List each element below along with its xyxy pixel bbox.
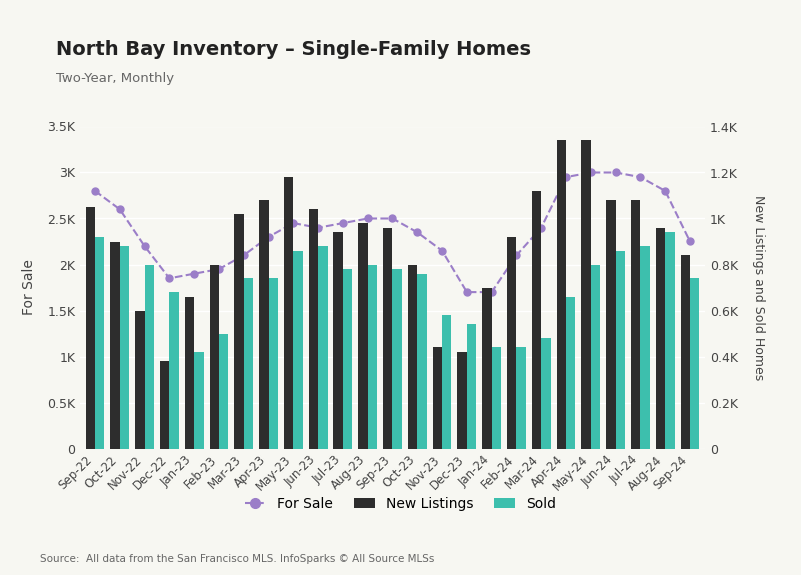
Bar xyxy=(606,200,616,448)
For Sale xyxy=(437,247,447,254)
Bar xyxy=(417,274,427,448)
For Sale xyxy=(313,224,323,231)
Line: For Sale: For Sale xyxy=(91,169,694,296)
Bar xyxy=(656,228,665,448)
For Sale xyxy=(512,252,521,259)
Bar xyxy=(185,297,194,448)
Bar xyxy=(343,269,352,448)
Bar xyxy=(492,347,501,449)
Bar xyxy=(235,214,244,448)
Bar xyxy=(557,140,566,448)
For Sale xyxy=(537,224,546,231)
Bar xyxy=(631,200,641,448)
Bar xyxy=(86,207,95,448)
Legend: For Sale, New Listings, Sold: For Sale, New Listings, Sold xyxy=(239,491,562,516)
For Sale xyxy=(115,206,125,213)
Bar xyxy=(383,228,392,448)
Bar xyxy=(120,246,129,448)
Bar xyxy=(358,223,368,448)
Bar xyxy=(541,338,550,448)
For Sale xyxy=(239,252,248,259)
Bar xyxy=(169,292,179,448)
Bar xyxy=(392,269,402,448)
Text: Two-Year, Monthly: Two-Year, Monthly xyxy=(56,72,174,85)
Bar xyxy=(219,334,228,449)
Bar xyxy=(210,264,219,448)
Bar xyxy=(532,191,541,448)
Y-axis label: For Sale: For Sale xyxy=(22,259,36,316)
For Sale xyxy=(611,169,621,176)
Bar xyxy=(433,347,442,449)
For Sale xyxy=(139,243,149,250)
Bar xyxy=(259,200,268,448)
For Sale xyxy=(338,220,348,227)
Bar xyxy=(135,310,144,448)
Bar xyxy=(293,251,303,448)
Text: Source:  All data from the San Francisco MLS. InfoSparks © All Source MLSs: Source: All data from the San Francisco … xyxy=(40,554,434,564)
Bar xyxy=(482,288,492,448)
For Sale xyxy=(660,187,670,194)
For Sale xyxy=(288,220,298,227)
Bar xyxy=(308,209,318,448)
Bar xyxy=(111,242,120,448)
Bar xyxy=(591,264,600,448)
Bar xyxy=(244,278,253,448)
Bar xyxy=(681,255,690,448)
Bar xyxy=(95,237,104,448)
Bar xyxy=(194,352,203,448)
Bar xyxy=(457,352,467,448)
Bar xyxy=(566,297,575,448)
For Sale xyxy=(164,275,174,282)
For Sale xyxy=(388,215,397,222)
For Sale xyxy=(462,289,472,296)
For Sale xyxy=(264,233,273,240)
For Sale xyxy=(189,270,199,277)
Bar xyxy=(641,246,650,448)
Bar xyxy=(284,177,293,448)
Bar xyxy=(467,324,477,448)
For Sale xyxy=(91,187,100,194)
Bar xyxy=(268,278,278,448)
For Sale xyxy=(586,169,596,176)
Bar xyxy=(408,264,417,448)
Bar xyxy=(616,251,625,448)
For Sale xyxy=(363,215,372,222)
For Sale xyxy=(562,174,571,181)
Bar xyxy=(333,232,343,448)
Bar xyxy=(144,264,154,448)
Y-axis label: New Listings and Sold Homes: New Listings and Sold Homes xyxy=(752,195,765,380)
For Sale xyxy=(487,289,497,296)
For Sale xyxy=(214,266,223,273)
For Sale xyxy=(685,238,694,245)
Bar xyxy=(368,264,377,448)
Bar xyxy=(690,278,699,448)
For Sale xyxy=(413,229,422,236)
For Sale xyxy=(636,174,646,181)
Bar xyxy=(582,140,591,448)
Bar xyxy=(160,361,169,449)
Bar xyxy=(665,232,674,448)
Bar xyxy=(517,347,526,449)
Bar xyxy=(318,246,328,448)
Bar xyxy=(442,315,452,448)
Bar xyxy=(507,237,517,448)
Text: North Bay Inventory – Single-Family Homes: North Bay Inventory – Single-Family Home… xyxy=(56,40,531,59)
